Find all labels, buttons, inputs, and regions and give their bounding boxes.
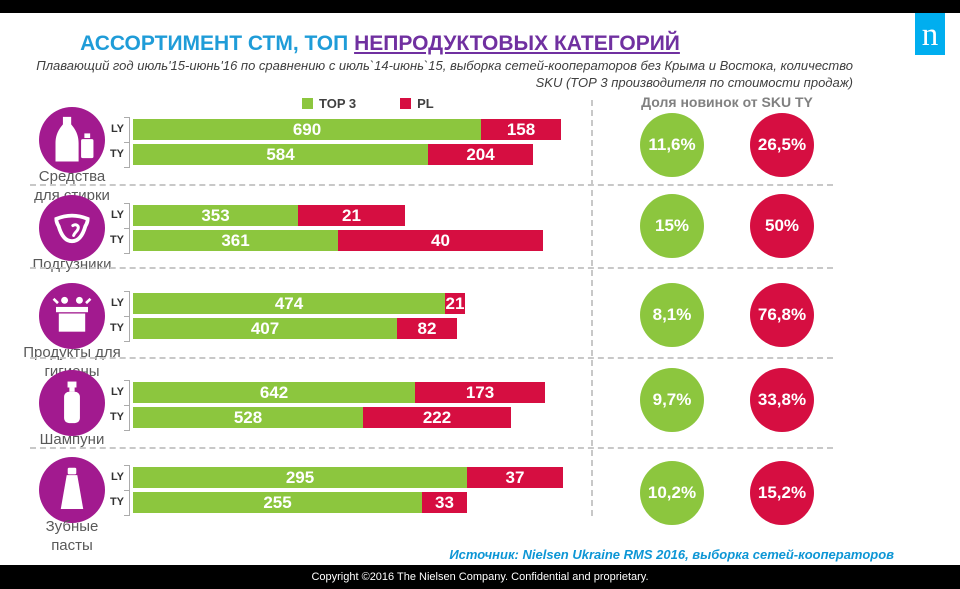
axis-tick [124,291,130,292]
bar-segment-top3-ly: 642 [133,382,415,403]
bar-ty: 528 222 [133,407,511,428]
legend-label-pl: PL [417,96,434,111]
bar-ly: 295 37 [133,467,563,488]
bar-ly: 353 21 [133,205,405,226]
axis-tick [124,167,130,168]
bar-ty: 255 33 [133,492,467,513]
row-dashed-separator [30,447,833,449]
bar-ly: 690 158 [133,119,561,140]
diaper-icon [39,195,105,261]
year-label-ty: TY [109,496,124,508]
hygiene-box-icon [39,283,105,349]
category-label: Подгузники [32,256,112,273]
category-label: Зубные пасты [45,518,99,554]
axis-tick [124,142,130,143]
bar-segment-top3-ly: 353 [133,205,298,226]
row-dashed-separator [30,184,833,186]
bar-segment-top3-ty: 528 [133,407,363,428]
legend-item-pl: PL [400,96,434,111]
shampoo-bottle-icon [39,370,105,436]
top-black-bar [0,0,960,13]
legend-item-top3: TOP 3 [302,96,356,111]
bar-segment-pl-ty: 40 [338,230,543,251]
page-title-part2: НЕПРОДУКТОВЫХ КАТЕГОРИЙ [354,32,680,55]
new-share-circle-top3: 15% [640,194,704,258]
year-label-ly: LY [110,209,124,221]
page-title-part1: АССОРТИМЕНТ СТМ, ТОП [80,32,355,55]
bar-segment-pl-ly: 158 [481,119,561,140]
bar-segment-top3-ly: 295 [133,467,467,488]
category-label: Шампуни [39,431,105,448]
year-label-ly: LY [110,471,124,483]
subtitle: Плавающий год июль'15-июнь'16 по сравнен… [8,57,853,91]
new-share-circle-top3: 8,1% [640,283,704,347]
subtitle-line2: SKU (ТОР 3 производителя по стоимости пр… [535,75,853,90]
vertical-dashed-separator [591,100,593,516]
legend: TOP 3 PL [302,96,434,111]
axis-tick [124,117,130,118]
subtitle-line1: Плавающий год июль'15-июнь'16 по сравнен… [36,58,853,73]
new-share-circle-top3: 11,6% [640,113,704,177]
new-share-circle-pl: 76,8% [750,283,814,347]
bar-segment-top3-ty: 255 [133,492,422,513]
axis-tick [124,316,130,317]
bar-segment-pl-ly: 173 [415,382,545,403]
axis-tick [124,253,130,254]
row-dashed-separator [30,357,833,359]
year-label-ly: LY [110,297,124,309]
new-share-circle-pl: 50% [750,194,814,258]
new-share-circle-pl: 15,2% [750,461,814,525]
bar-ly: 642 173 [133,382,545,403]
year-label-ty: TY [109,148,124,160]
bar-ty: 584 204 [133,144,533,165]
year-label-ly: LY [110,123,124,135]
footer-copyright: Copyright ©2016 The Nielsen Company. Con… [0,565,960,589]
axis-tick [124,341,130,342]
bar-ty: 361 40 [133,230,543,251]
axis-tick [124,430,130,431]
axis-tick [124,380,130,381]
bar-ly: 474 21 [133,293,465,314]
row-dashed-separator [30,267,833,269]
detergent-bottle-icon [39,107,105,173]
axis-tick [124,203,130,204]
bar-segment-pl-ty: 33 [422,492,467,513]
bar-segment-top3-ty: 361 [133,230,338,251]
bar-ty: 407 82 [133,318,457,339]
bar-segment-pl-ly: 21 [445,293,465,314]
bar-segment-pl-ly: 37 [467,467,563,488]
source-note: Источник: Nielsen Ukraine RMS 2016, выбо… [449,547,894,562]
bar-segment-pl-ty: 82 [397,318,457,339]
bar-segment-pl-ty: 204 [428,144,533,165]
legend-swatch-pl [400,98,412,109]
year-label-ty: TY [109,234,124,246]
new-share-circle-pl: 26,5% [750,113,814,177]
bar-segment-top3-ty: 584 [133,144,428,165]
page-title: АССОРТИМЕНТ СТМ, ТОП НЕПРОДУКТОВЫХ КАТЕГ… [40,32,720,56]
new-share-circle-top3: 10,2% [640,461,704,525]
year-label-ly: LY [110,386,124,398]
new-share-circle-pl: 33,8% [750,368,814,432]
year-label-ty: TY [109,322,124,334]
bar-segment-top3-ty: 407 [133,318,397,339]
nielsen-logo: n [915,13,945,55]
bar-segment-pl-ly: 21 [298,205,405,226]
toothpaste-tube-icon [39,457,105,523]
axis-tick [124,515,130,516]
bar-segment-top3-ly: 474 [133,293,445,314]
axis-tick [124,405,130,406]
bar-segment-pl-ty: 222 [363,407,511,428]
legend-swatch-top3 [302,98,313,109]
axis-tick [124,228,130,229]
axis-tick [124,465,130,466]
bar-segment-top3-ly: 690 [133,119,481,140]
legend-label-top3: TOP 3 [319,96,357,111]
axis-tick [124,490,130,491]
new-share-circle-top3: 9,7% [640,368,704,432]
year-label-ty: TY [109,411,124,423]
right-column-header: Доля новинок от SKU TY [641,94,813,110]
